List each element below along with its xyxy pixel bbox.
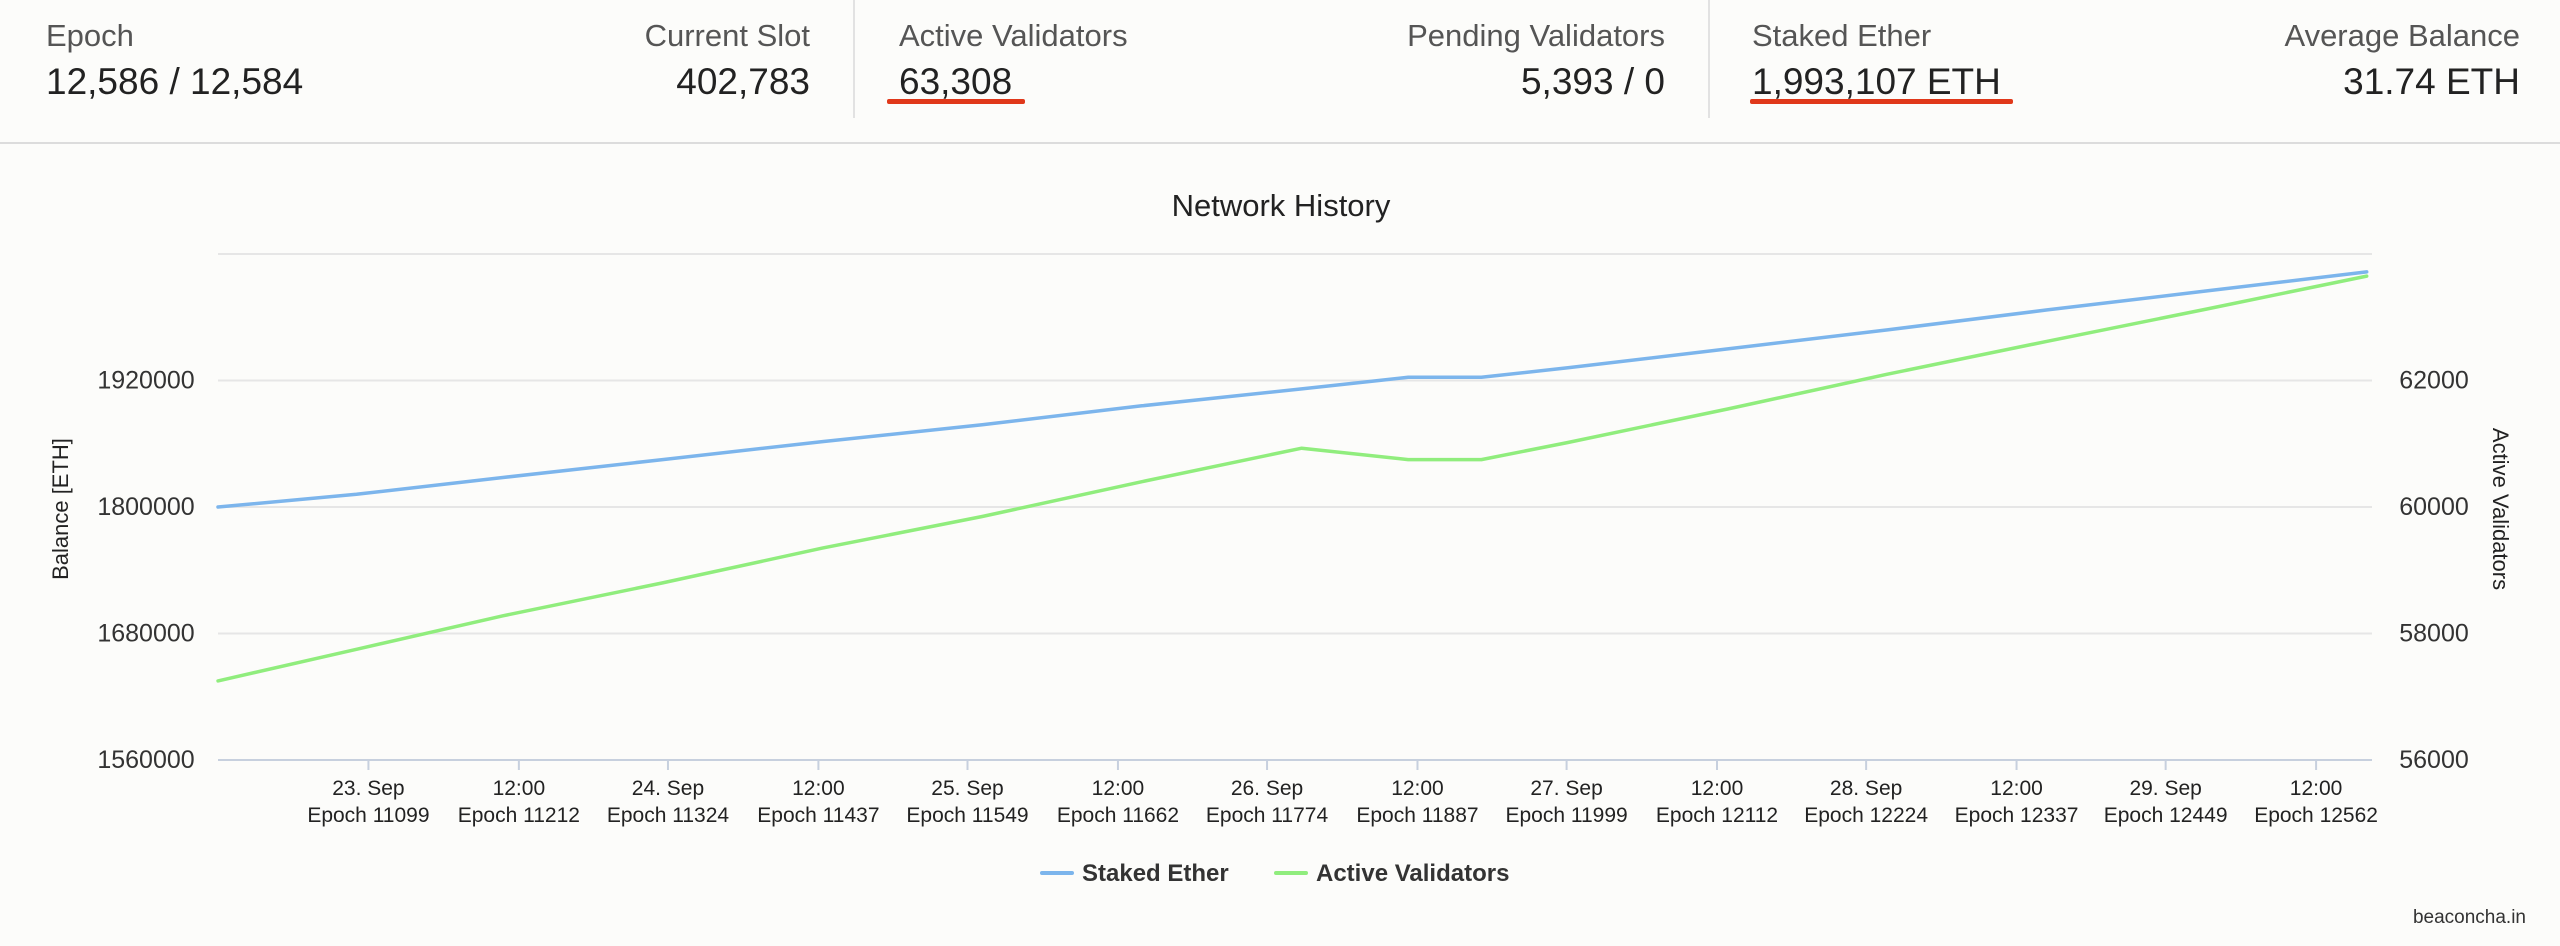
x-axis-tick-label-epoch: Epoch 11774 (1206, 804, 1329, 827)
x-axis-tick-label-epoch: Epoch 11324 (607, 804, 730, 827)
x-axis-tick-label-epoch: Epoch 12449 (2104, 804, 2228, 827)
grid-lines (218, 253, 2372, 635)
stat-pending-validators-value: 5,393 / 0 (1520, 61, 1665, 102)
x-axis-tick-label-date: 28. Sep (1830, 777, 1902, 800)
x-axis-tick-label-epoch: Epoch 11437 (757, 804, 879, 827)
x-axis-tick-label-date: 12:00 (2290, 777, 2343, 800)
x-axis-tick-label-epoch: Epoch 12224 (1804, 804, 1928, 827)
x-axis-tick-label-date: 12:00 (1990, 777, 2043, 800)
legend-item-label[interactable]: Active Validators (1316, 860, 1509, 887)
stat-active-validators-label: Active Validators (899, 18, 1128, 53)
staked-ether-underline (1750, 99, 2013, 104)
x-axis-tick-label-epoch: Epoch 12112 (1656, 804, 1778, 827)
x-axis-tick-label-date: 24. Sep (632, 777, 704, 800)
left-axis-tick-label: 1800000 (97, 493, 194, 521)
stat-staked-ether-value[interactable]: 1,993,107 ETH (1752, 61, 2001, 102)
stat-staked-ether-label: Staked Ether (1752, 18, 1932, 53)
right-axis-tick-label: 62000 (2399, 367, 2469, 395)
right-axis-label: Active Validators (2488, 428, 2513, 590)
x-axis-tick-label-epoch: Epoch 12562 (2254, 804, 2378, 827)
x-axis-tick-label-date: 12:00 (1691, 777, 1744, 800)
series-line-staked-ether[interactable] (216, 270, 2369, 509)
left-axis-ticks: 1560000 1680000 1800000 1920000 (97, 367, 194, 775)
right-axis-tick-label: 60000 (2399, 493, 2469, 521)
x-axis-tick-label-date: 27. Sep (1530, 777, 1602, 800)
x-axis-tick-label-date: 12:00 (792, 777, 845, 800)
active-validators-underline (887, 99, 1025, 104)
stat-group-epoch: Epoch 12,586 / 12,584 Current Slot 402,7… (0, 0, 853, 122)
stat-current-slot-label: Current Slot (644, 18, 810, 53)
right-axis-tick-label: 56000 (2399, 746, 2469, 774)
stats-divider (1708, 0, 1710, 118)
stat-average-balance: Average Balance 31.74 ETH (2284, 14, 2520, 106)
x-axis-tick-label-date: 26. Sep (1231, 777, 1303, 800)
stat-active-validators-value[interactable]: 63,308 (899, 61, 1013, 102)
stat-epoch: Epoch 12,586 / 12,584 (46, 14, 303, 106)
x-axis-tick-label-epoch: Epoch 11549 (906, 804, 1028, 827)
stats-divider (853, 0, 855, 118)
chart-legend[interactable]: Staked Ether Active Validators (1040, 860, 1509, 887)
stat-pending-validators-label: Pending Validators (1407, 18, 1665, 53)
watermark: beaconcha.in (2413, 907, 2526, 928)
stat-active-validators[interactable]: Active Validators 63,308 (899, 14, 1128, 106)
stat-group-ether: Staked Ether 1,993,107 ETH Average Balan… (1710, 0, 2560, 122)
stat-current-slot-value: 402,783 (676, 61, 810, 102)
x-axis-tick-label-date: 25. Sep (931, 777, 1003, 800)
left-axis-tick-label: 1920000 (97, 367, 194, 395)
right-axis-tick-label: 58000 (2399, 620, 2469, 648)
x-axis-tick-label-date: 23. Sep (332, 777, 404, 800)
x-axis-tick-label-epoch: Epoch 12337 (1955, 804, 2079, 827)
x-axis-tick-label-date: 12:00 (493, 777, 546, 800)
x-axis-tick-label-epoch: Epoch 11999 (1505, 804, 1627, 827)
stat-average-balance-value: 31.74 ETH (2343, 61, 2520, 102)
x-axis-tick-label-date: 29. Sep (2129, 777, 2201, 800)
left-axis-label: Balance [ETH] (48, 438, 73, 580)
right-axis-ticks: 56000 58000 60000 62000 (2399, 367, 2469, 775)
x-axis-tick-label-epoch: Epoch 11099 (307, 804, 429, 827)
series-lines[interactable] (216, 270, 2369, 683)
series-line-active-validators[interactable] (216, 274, 2369, 683)
x-axis-tick-label-epoch: Epoch 11212 (458, 804, 580, 827)
x-axis-tick-label-date: 12:00 (1092, 777, 1145, 800)
stats-bar: Epoch 12,586 / 12,584 Current Slot 402,7… (0, 0, 2560, 144)
stat-group-validators: Active Validators 63,308 Pending Validat… (855, 0, 1708, 122)
chart-svg: Network History 1560000 1680000 1800000 192… (48, 188, 2526, 928)
x-axis-tick-label-date: 12:00 (1391, 777, 1444, 800)
chart-title: Network History (1172, 188, 1391, 223)
x-axis-tick-label-epoch: Epoch 11662 (1057, 804, 1179, 827)
stat-epoch-value: 12,586 / 12,584 (46, 61, 304, 102)
x-axis-tick-label-epoch: Epoch 11887 (1356, 804, 1478, 827)
x-axis-ticks: 23. Sep Epoch 11099 12:00 Epoch 11212 24. Se… (307, 760, 2378, 827)
stat-staked-ether[interactable]: Staked Ether 1,993,107 ETH (1752, 14, 2001, 106)
left-axis-tick-label: 1680000 (97, 620, 194, 648)
network-history-chart: Network History 1560000 1680000 1800000 192… (0, 144, 2560, 941)
left-axis-tick-label: 1560000 (97, 746, 194, 774)
stat-epoch-label: Epoch (46, 18, 134, 53)
legend-item-label[interactable]: Staked Ether (1082, 860, 1229, 887)
stat-current-slot: Current Slot 402,783 (645, 14, 810, 106)
stat-average-balance-label: Average Balance (2284, 18, 2520, 53)
stat-pending-validators: Pending Validators 5,393 / 0 (1407, 14, 1665, 106)
